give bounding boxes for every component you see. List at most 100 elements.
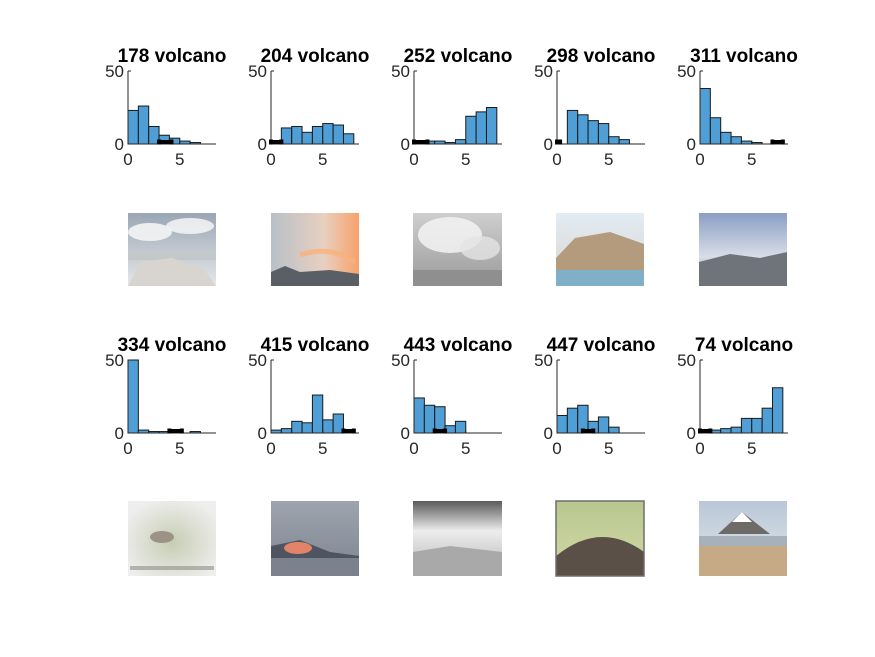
histogram-bar [454,139,467,145]
panel-title: 298 volcano [547,46,656,67]
histogram-bar [720,131,732,145]
thumbnail-74 [699,501,787,576]
x-tick-label: 0 [266,150,275,169]
range-marker-end [279,139,284,145]
x-tick-label: 5 [175,439,184,458]
histogram-bar [137,105,150,145]
y-tick-label: 50 [248,351,267,370]
x-tick-label: 0 [266,439,275,458]
histogram-bar [608,136,620,145]
x-tick-label: 5 [604,439,613,458]
histogram-bar [556,414,568,434]
histogram-bar [740,417,753,434]
histogram-bar [597,416,610,434]
histogram-bar [301,422,313,434]
thumbnail-204 [271,213,359,286]
panel-title: 178 volcano [118,46,227,67]
histogram-bar [332,124,344,145]
range-marker-start [341,428,346,434]
range-marker-end [351,428,356,434]
thumbnail-252 [413,213,502,286]
histogram-bar [127,109,139,145]
histogram-bar [587,120,599,145]
range-marker-end [179,428,184,434]
range-marker-end [780,139,785,145]
range-marker-end [591,428,596,434]
y-tick-label: 50 [105,351,124,370]
x-tick-label: 5 [461,439,470,458]
histogram-bar [413,397,425,434]
range-marker-start [412,139,416,145]
histogram-bar [730,136,742,145]
x-tick-label: 5 [461,150,470,169]
x-tick-label: 5 [318,150,327,169]
range-marker-end [708,428,713,434]
histogram-bar [566,407,579,434]
histogram-bar [761,407,773,434]
histogram-bar [322,123,334,145]
histogram-bar [699,88,711,145]
histogram-bar [291,420,303,434]
y-tick-label: 0 [258,135,267,154]
panel-title: 204 volcano [261,46,370,67]
y-tick-label: 50 [248,62,267,81]
axis-frame [127,360,216,434]
panel-title: 74 volcano [695,335,793,356]
histogram-bar [597,123,610,145]
histogram-bar [618,139,630,145]
histogram-bar [771,387,784,434]
histogram-bar [709,117,722,145]
x-tick-label: 0 [552,150,561,169]
panel-title: 311 volcano [690,46,798,67]
histogram-bar [566,109,579,145]
histogram-bar [485,107,498,145]
histogram-bar [311,394,324,434]
panel-title: 252 volcano [404,46,513,67]
range-marker-start [157,139,162,145]
y-tick-label: 50 [677,62,696,81]
thumbnail-443 [413,501,502,576]
range-marker-end [425,139,430,145]
x-tick-label: 5 [747,150,756,169]
x-tick-label: 0 [695,150,704,169]
x-tick-label: 5 [318,439,327,458]
y-tick-label: 50 [391,351,410,370]
y-tick-label: 0 [115,135,124,154]
y-tick-label: 50 [105,62,124,81]
histogram-bar [301,131,313,145]
y-tick-label: 0 [401,424,410,443]
histogram-bar [720,428,732,434]
x-tick-label: 5 [175,150,184,169]
y-tick-label: 50 [534,62,553,81]
histogram-bar [730,426,742,434]
thumbnails [128,213,787,577]
y-tick-label: 0 [544,135,553,154]
y-tick-label: 0 [687,135,696,154]
thumbnail-298 [556,213,644,286]
range-marker-start [770,139,775,145]
x-tick-label: 0 [695,439,704,458]
x-tick-label: 5 [604,150,613,169]
range-marker-end [558,139,563,145]
y-tick-label: 0 [401,135,410,154]
y-tick-label: 50 [391,62,410,81]
range-marker-start [432,428,437,434]
range-marker-start [580,428,585,434]
histogram-bar [475,111,487,145]
x-tick-label: 5 [747,439,756,458]
y-tick-label: 0 [544,424,553,443]
panel-title: 443 volcano [404,335,513,356]
histogram-bar [291,125,303,145]
histogram-bar [577,114,589,145]
panel-title: 447 volcano [547,335,656,356]
